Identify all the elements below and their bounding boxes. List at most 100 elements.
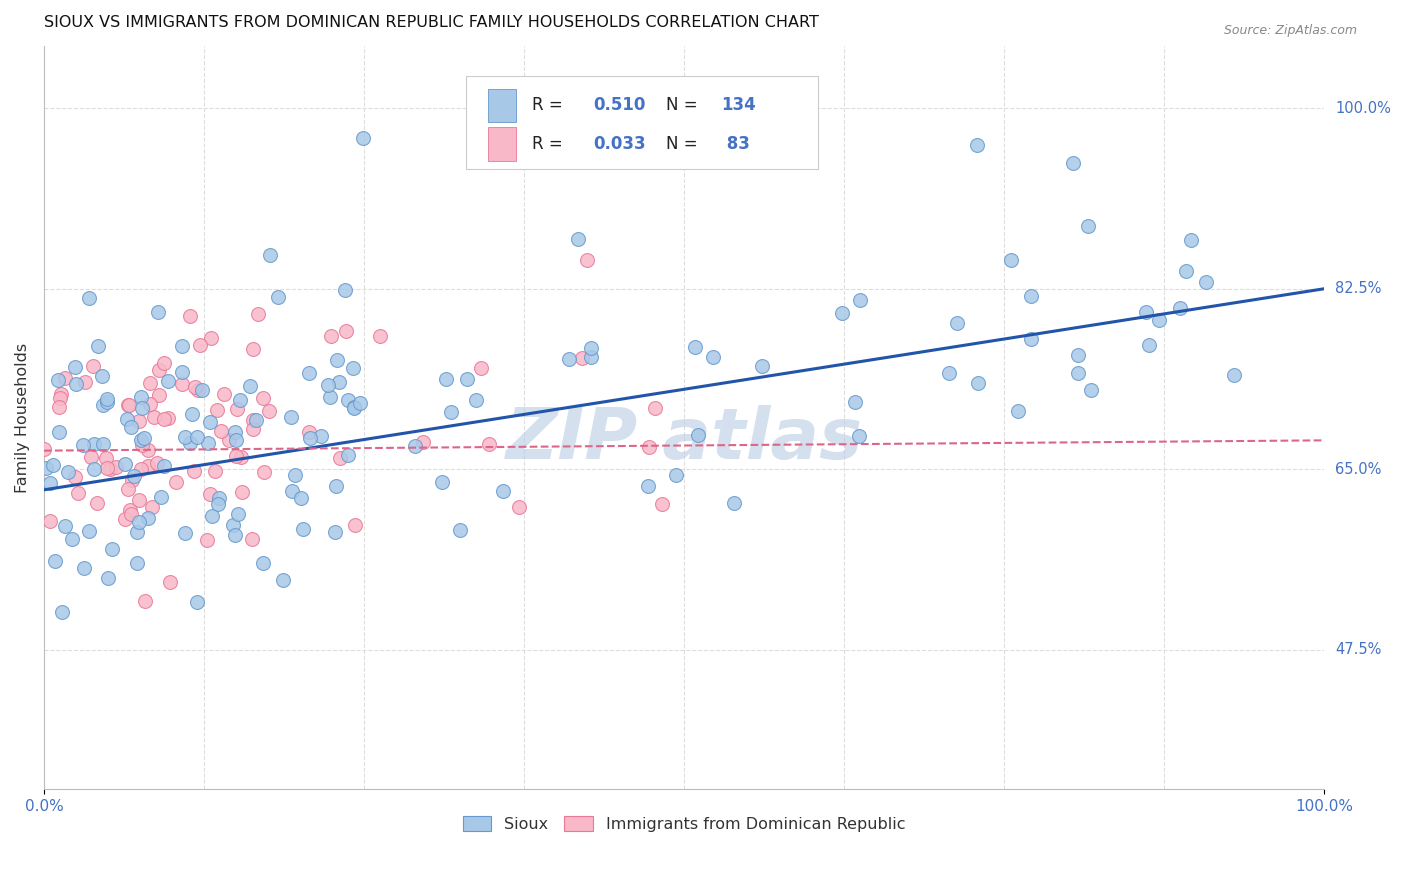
Bar xyxy=(488,128,516,161)
Point xyxy=(242,413,264,427)
Point xyxy=(267,290,290,304)
Point xyxy=(1066,366,1088,380)
Point xyxy=(325,479,347,493)
Point xyxy=(204,464,226,478)
Point xyxy=(323,524,346,539)
Point xyxy=(128,515,150,529)
Point xyxy=(245,413,267,427)
Point xyxy=(242,342,264,356)
Text: N =: N = xyxy=(666,135,703,153)
Point xyxy=(319,390,342,404)
Point xyxy=(342,361,364,376)
Point xyxy=(128,414,150,428)
Text: 65.0%: 65.0% xyxy=(1336,462,1382,476)
Point xyxy=(844,395,866,409)
Point xyxy=(252,391,274,405)
Point xyxy=(63,469,86,483)
Point xyxy=(343,401,366,415)
Point xyxy=(225,433,247,447)
Point xyxy=(159,574,181,589)
Point xyxy=(1168,301,1191,315)
Point xyxy=(118,502,141,516)
Point xyxy=(181,407,204,421)
Point xyxy=(32,442,55,456)
Point xyxy=(686,427,709,442)
Point xyxy=(316,378,339,392)
Point xyxy=(1223,368,1246,383)
Point xyxy=(271,573,294,587)
Point xyxy=(218,434,240,448)
Point xyxy=(121,508,143,522)
Point xyxy=(150,490,173,504)
Point xyxy=(349,396,371,410)
Point xyxy=(702,350,724,364)
Point xyxy=(440,405,463,419)
Point xyxy=(77,524,100,538)
Point xyxy=(231,450,253,465)
Point xyxy=(39,475,62,490)
Point xyxy=(831,306,853,320)
Text: 100.0%: 100.0% xyxy=(1336,101,1391,116)
Point xyxy=(938,367,960,381)
Bar xyxy=(488,89,516,122)
Point xyxy=(226,402,249,417)
Point xyxy=(723,495,745,509)
Text: R =: R = xyxy=(531,96,568,114)
Point xyxy=(44,554,66,568)
Point xyxy=(173,525,195,540)
Point xyxy=(80,450,103,464)
Point xyxy=(1149,313,1171,327)
Point xyxy=(134,594,156,608)
Point xyxy=(51,386,73,401)
Point xyxy=(222,518,245,533)
Point xyxy=(114,458,136,472)
Point xyxy=(122,469,145,483)
Point xyxy=(240,533,263,547)
Point xyxy=(751,359,773,373)
Point xyxy=(651,497,673,511)
Point xyxy=(298,425,321,439)
Point xyxy=(343,400,366,414)
Point xyxy=(186,430,208,444)
Point xyxy=(239,378,262,392)
Point xyxy=(83,461,105,475)
Point xyxy=(201,509,224,524)
Point xyxy=(87,338,110,352)
Point xyxy=(404,439,426,453)
Point xyxy=(96,392,118,406)
Point xyxy=(65,376,87,391)
Point xyxy=(98,461,121,475)
Point xyxy=(290,491,312,505)
FancyBboxPatch shape xyxy=(467,76,818,169)
Point xyxy=(449,523,471,537)
Point xyxy=(86,496,108,510)
Point xyxy=(170,365,193,379)
Point xyxy=(117,482,139,496)
Point xyxy=(284,468,307,483)
Point xyxy=(567,232,589,246)
Point xyxy=(224,425,246,439)
Point xyxy=(231,485,253,500)
Point xyxy=(966,137,988,152)
Point xyxy=(60,532,83,546)
Point xyxy=(558,352,581,367)
Point xyxy=(153,412,176,426)
Point xyxy=(252,556,274,570)
Point xyxy=(319,329,342,343)
Text: 47.5%: 47.5% xyxy=(1336,642,1382,657)
Point xyxy=(335,324,357,338)
Point xyxy=(195,533,218,548)
Point xyxy=(637,479,659,493)
Point xyxy=(83,436,105,450)
Point xyxy=(42,458,65,472)
Point xyxy=(63,359,86,374)
Point xyxy=(228,392,250,407)
Point xyxy=(190,337,212,351)
Point xyxy=(644,401,666,416)
Point xyxy=(200,331,222,345)
Point xyxy=(136,458,159,473)
Point xyxy=(1007,404,1029,418)
Point xyxy=(200,415,222,429)
Point xyxy=(309,429,332,443)
Point xyxy=(197,436,219,450)
